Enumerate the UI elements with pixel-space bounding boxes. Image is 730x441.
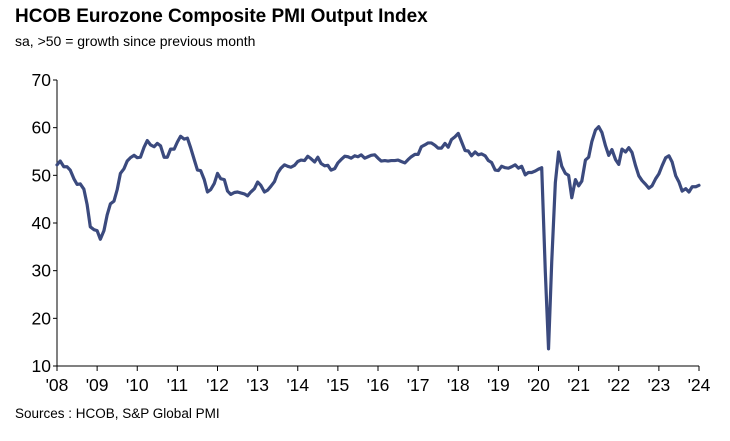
- x-tick-label: '10: [126, 375, 149, 395]
- x-tick-label: '17: [407, 375, 430, 395]
- x-axis-tick-labels: '08 '09 '10 '11 '12 '13 '14 '15 '16 '17 '18 '19 '20 '…: [46, 375, 711, 395]
- x-tick-label: '18: [447, 375, 470, 395]
- y-axis-tick-marks: [53, 79, 57, 367]
- x-tick-label: '12: [206, 375, 229, 395]
- x-tick-label: '14: [286, 375, 309, 395]
- x-tick-label: '15: [326, 375, 349, 395]
- y-tick-label: 50: [32, 165, 52, 185]
- y-tick-label: 70: [32, 70, 52, 90]
- x-tick-label: '16: [367, 375, 390, 395]
- y-tick-label: 10: [32, 356, 52, 376]
- x-tick-label: '09: [86, 375, 109, 395]
- x-tick-label: '08: [46, 375, 69, 395]
- y-tick-label: 30: [32, 261, 52, 281]
- x-tick-label: '22: [607, 375, 630, 395]
- series-line-composite-pmi: [55, 125, 701, 351]
- y-axis-tick-labels: 10 20 30 40 50 60 70: [32, 70, 52, 376]
- chart-title: HCOB Eurozone Composite PMI Output Index: [15, 6, 428, 27]
- x-tick-label: '13: [246, 375, 269, 395]
- y-tick-label: 40: [32, 213, 52, 233]
- x-tick-label: '24: [688, 375, 711, 395]
- y-tick-label: 20: [32, 308, 52, 328]
- x-tick-label: '11: [167, 375, 189, 395]
- y-tick-label: 60: [32, 118, 52, 138]
- chart-source: Sources : HCOB, S&P Global PMI: [15, 406, 220, 421]
- x-tick-label: '20: [527, 375, 550, 395]
- chart-subtitle: sa, >50 = growth since previous month: [15, 33, 256, 49]
- x-axis-tick-marks: [56, 366, 700, 371]
- x-tick-label: '23: [647, 375, 670, 395]
- x-tick-label: '21: [567, 375, 590, 395]
- x-tick-label: '19: [487, 375, 510, 395]
